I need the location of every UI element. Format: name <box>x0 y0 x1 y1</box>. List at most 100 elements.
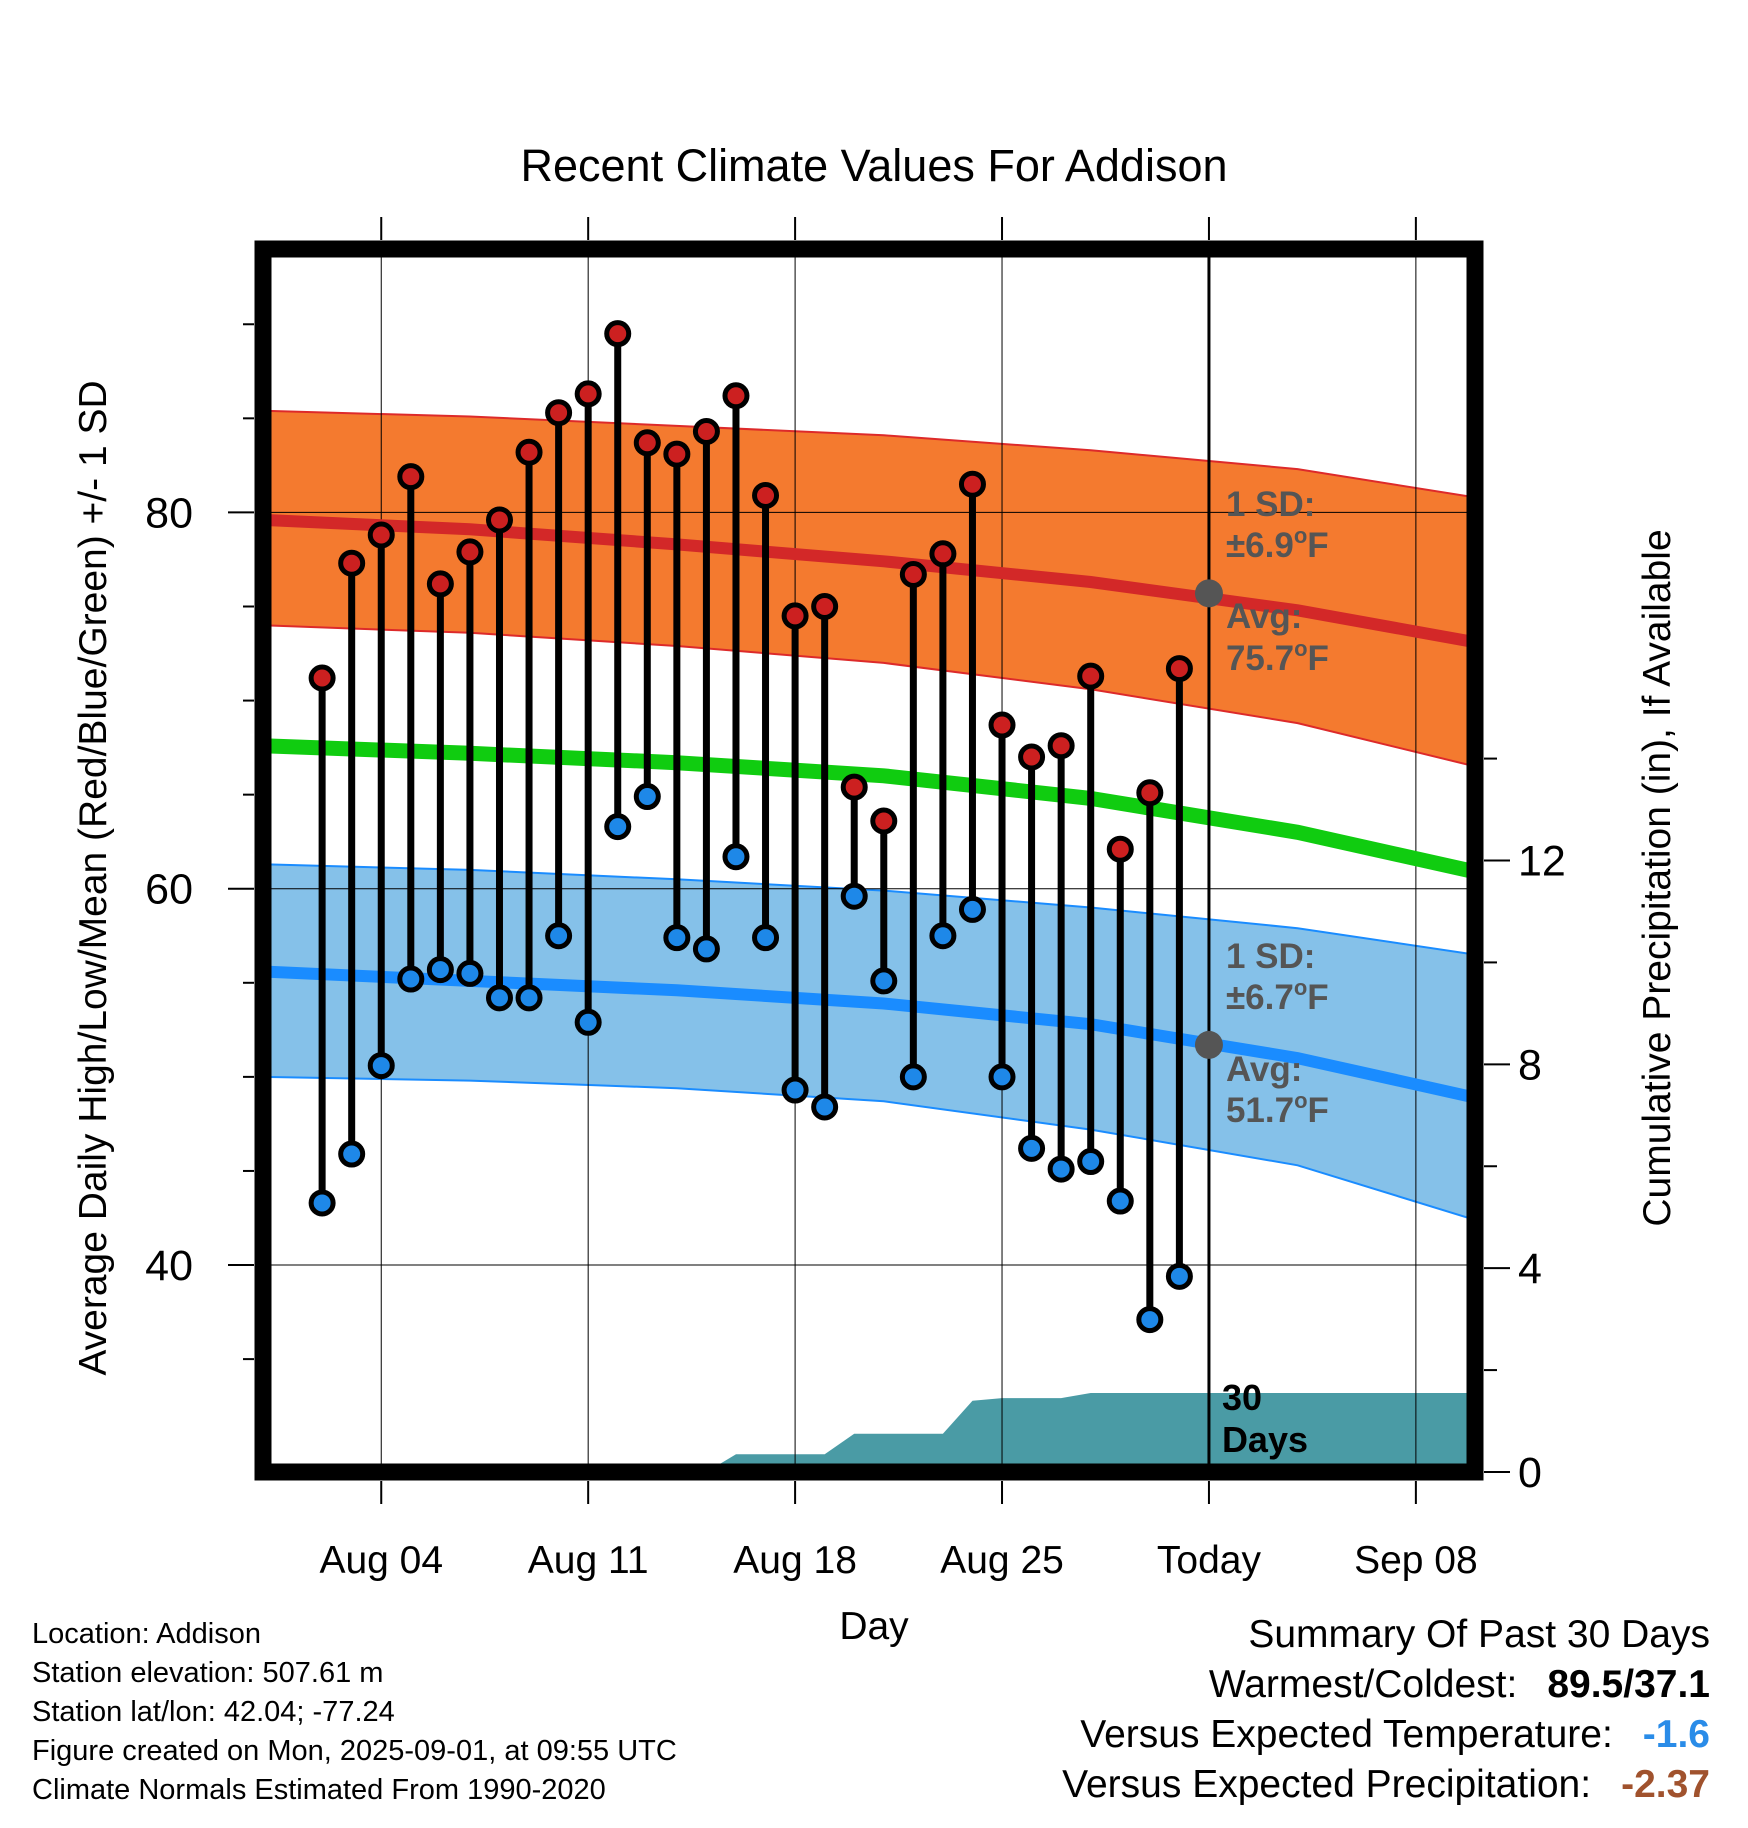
high-temp-point <box>545 399 573 427</box>
plot-frame <box>254 240 1484 1481</box>
high-temp-point <box>663 440 691 468</box>
created-text: Figure created on Mon, 2025-09-01, at 09… <box>32 1735 677 1767</box>
plot-area <box>263 249 1475 1472</box>
low-temp-point <box>633 783 661 811</box>
temp-anomaly-label: Versus Expected Temperature: <box>1080 1713 1613 1756</box>
normal-high-line <box>263 513 1475 649</box>
high-temp-point <box>338 549 366 577</box>
low-temp-point <box>1165 1262 1193 1290</box>
days-label-count: 30 <box>1222 1377 1262 1418</box>
summary-temp: Versus Expected Temperature: -1.6 <box>1062 1710 1710 1760</box>
low-temp-point <box>781 1076 809 1104</box>
low-temp-point <box>663 924 691 952</box>
x-tick-label: Aug 04 <box>319 1539 443 1582</box>
low-temp-point <box>545 922 573 950</box>
summary-precip: Versus Expected Precipitation: -2.37 <box>1062 1760 1710 1810</box>
low-temp-point <box>1047 1155 1075 1183</box>
y2-tick-label: 0 <box>1518 1449 1542 1497</box>
today-low-avg-marker <box>1194 1030 1223 1059</box>
high-sd-value: ±6.9oF <box>1226 523 1329 565</box>
high-temp-point <box>811 592 839 620</box>
y2-tick-label: 4 <box>1518 1245 1542 1293</box>
high-avg-value: 75.7oF <box>1226 636 1329 678</box>
high-temp-point <box>752 481 780 509</box>
normal-mean-line <box>263 738 1475 880</box>
y-axis-label: Average Daily High/Low/Mean (Red/Blue/Gr… <box>72 380 115 1375</box>
high-temp-point <box>515 438 543 466</box>
x-tick-label: Aug 11 <box>528 1539 649 1582</box>
low-temp-point <box>692 935 720 963</box>
low-temp-point <box>811 1093 839 1121</box>
low-temp-point <box>456 959 484 987</box>
precipitation-area <box>706 1393 1475 1472</box>
high-temp-point <box>633 429 661 457</box>
high-temp-point <box>870 807 898 835</box>
x-tick-label: Today <box>1157 1539 1262 1582</box>
low-temp-point <box>1136 1306 1164 1334</box>
summary-panel: Summary Of Past 30 Days Warmest/Coldest:… <box>1062 1610 1710 1810</box>
summary-title: Summary Of Past 30 Days <box>1248 1613 1710 1656</box>
high-temp-point <box>1106 835 1134 863</box>
latlon-text: Station lat/lon: 42.04; -77.24 <box>32 1696 395 1728</box>
high-temp-point <box>397 463 425 491</box>
low-temp-point <box>870 967 898 995</box>
y-tick-label: 60 <box>145 866 193 914</box>
high-temp-point <box>456 538 484 566</box>
high-temp-point <box>574 380 602 408</box>
today-high-avg-marker <box>1194 579 1223 608</box>
precip-anomaly-value: -2.37 <box>1621 1763 1710 1806</box>
low-sd-band <box>263 864 1475 1220</box>
low-band-lower-edge <box>263 1075 1475 1221</box>
warm-cold-value: 89.5/37.1 <box>1547 1663 1710 1706</box>
high-temp-point <box>1047 732 1075 760</box>
low-temp-point <box>958 895 986 923</box>
low-temp-point <box>929 922 957 950</box>
low-temp-point <box>515 984 543 1012</box>
y-tick-label: 80 <box>145 489 193 537</box>
low-temp-point <box>1077 1148 1105 1176</box>
low-temp-point <box>485 984 513 1012</box>
x-tick-label: Sep 08 <box>1354 1539 1478 1582</box>
high-temp-point <box>958 470 986 498</box>
y2-tick-label: 8 <box>1518 1041 1542 1089</box>
elevation-text: Station elevation: 507.61 m <box>32 1657 384 1689</box>
low-temp-point <box>1018 1134 1046 1162</box>
summary-warm-cold: Warmest/Coldest: 89.5/37.1 <box>1062 1660 1710 1710</box>
high-temp-point <box>367 521 395 549</box>
low-temp-point <box>988 1063 1016 1091</box>
high-temp-point <box>781 602 809 630</box>
low-temp-point <box>722 843 750 871</box>
low-sd-value: ±6.7oF <box>1226 975 1329 1017</box>
high-temp-point <box>485 506 513 534</box>
low-temp-point <box>752 924 780 952</box>
low-temp-point <box>308 1189 336 1217</box>
high-temp-point <box>929 540 957 568</box>
high-sd-label: 1 SD: <box>1226 485 1315 524</box>
low-temp-point <box>338 1140 366 1168</box>
low-sd-label: 1 SD: <box>1226 937 1315 976</box>
low-temp-point <box>574 1008 602 1036</box>
x-tick-label: Aug 18 <box>733 1539 857 1582</box>
low-temp-point <box>367 1052 395 1080</box>
low-temp-point <box>397 965 425 993</box>
high-temp-point <box>899 561 927 589</box>
x-axis-label: Day <box>839 1605 909 1648</box>
high-temp-point <box>1136 779 1164 807</box>
station-info: Location: Addison Station elevation: 507… <box>32 1615 677 1810</box>
high-band-upper-edge <box>263 409 1475 499</box>
temp-anomaly-value: -1.6 <box>1642 1713 1710 1756</box>
high-temp-point <box>604 320 632 348</box>
low-temp-point <box>426 956 454 984</box>
high-temp-point <box>1165 655 1193 683</box>
low-temp-point <box>604 813 632 841</box>
precip-anomaly-label: Versus Expected Precipitation: <box>1062 1763 1592 1806</box>
warm-cold-label: Warmest/Coldest: <box>1208 1663 1518 1706</box>
high-temp-point <box>426 570 454 598</box>
high-avg-label: Avg: <box>1226 597 1302 636</box>
high-temp-point <box>840 773 868 801</box>
high-temp-point <box>722 382 750 410</box>
normals-text: Climate Normals Estimated From 1990-2020 <box>32 1774 606 1806</box>
low-avg-value: 51.7oF <box>1226 1088 1329 1130</box>
high-temp-point <box>308 664 336 692</box>
low-temp-point <box>1106 1187 1134 1215</box>
